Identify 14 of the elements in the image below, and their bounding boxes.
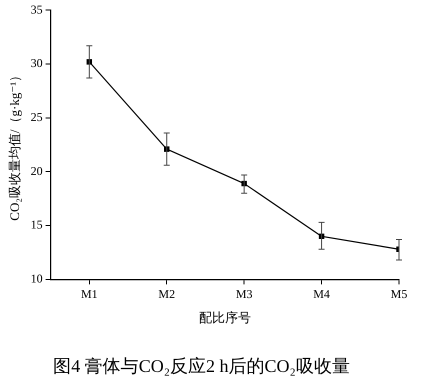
- x-tick-label: M5: [390, 286, 408, 301]
- y-tick-label: 25: [30, 110, 43, 124]
- y-axis-title: CO₂吸收量均值/（g·kg⁻¹）: [7, 68, 22, 221]
- x-tick-label: M3: [236, 286, 252, 301]
- y-tick-label: 10: [30, 272, 43, 286]
- x-axis-title: 配比序号: [198, 310, 251, 326]
- x-tick-label: M1: [80, 286, 98, 301]
- y-tick-label: 35: [30, 2, 43, 16]
- y-tick-label: 20: [30, 164, 43, 178]
- y-tick-label: 15: [30, 218, 43, 232]
- x-tick-label: M2: [158, 286, 176, 301]
- text: 图4 膏体与CO₂反应2 h后的CO₂吸收量: [53, 356, 350, 376]
- x-tick-label: M4: [313, 286, 330, 301]
- y-tick-label: 30: [30, 56, 43, 70]
